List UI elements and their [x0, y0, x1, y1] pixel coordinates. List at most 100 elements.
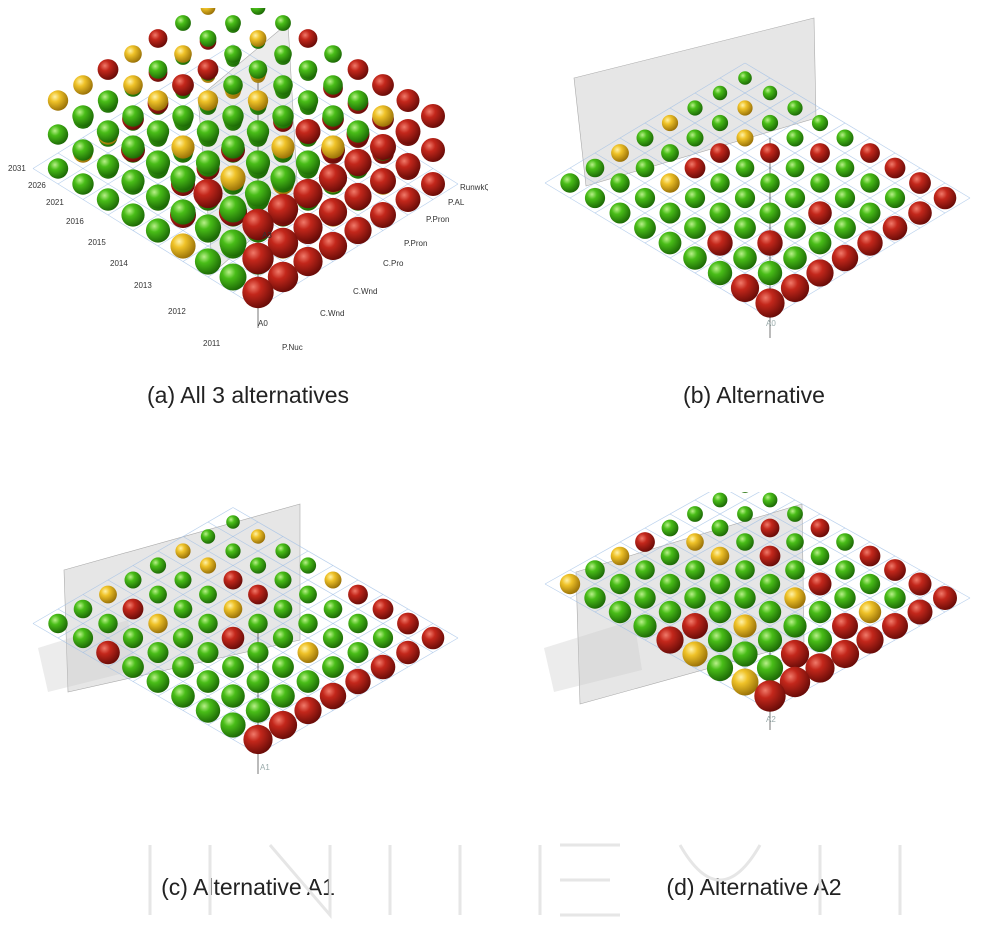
bubble-green: [859, 202, 881, 224]
bubble-red: [882, 215, 908, 241]
bubble-green: [197, 642, 219, 663]
bubble-red: [221, 626, 245, 650]
bubble-green: [172, 105, 194, 127]
bubble-red: [908, 572, 932, 596]
x-tick-labels: 2031 2026 2021 2016 2015 2014 2013 2012 …: [8, 164, 221, 348]
bubble-green: [786, 533, 804, 551]
bubble-red: [707, 230, 733, 256]
panel-c: A1 (c) Alternative A1: [8, 492, 488, 900]
bubble-red: [97, 59, 119, 80]
bubble-green: [73, 599, 93, 619]
chart-a: 2031 2026 2021 2016 2015 2014 2013 2012 …: [8, 8, 488, 352]
bubble-green: [712, 85, 728, 101]
grid-line: [157, 550, 384, 682]
bubble-green: [272, 105, 294, 127]
bubble-green: [610, 173, 630, 193]
bubble-red: [395, 153, 421, 178]
bubble-green: [347, 90, 369, 111]
bubble-red: [421, 138, 445, 162]
bubble-green: [121, 135, 145, 159]
bubble-red: [759, 545, 781, 567]
grid-line: [569, 167, 796, 304]
bubble-yellow: [123, 75, 143, 95]
bubble-green: [199, 585, 217, 604]
bubble-red: [830, 639, 860, 669]
bubble-red: [293, 212, 323, 243]
bubble-red: [395, 119, 421, 144]
bubble-green: [195, 698, 221, 723]
bubble-green: [275, 15, 291, 31]
bubble-red: [760, 518, 780, 538]
chart-c: A1: [32, 503, 459, 774]
grid-line: [232, 507, 459, 639]
bubble-yellow: [559, 573, 581, 595]
bubble-green: [735, 560, 755, 580]
bubble-green: [146, 120, 170, 143]
grid-line: [669, 513, 896, 641]
bubble-red: [933, 586, 957, 610]
grid-line: [32, 168, 259, 309]
bubble-red: [808, 201, 832, 225]
bubble-green: [684, 587, 706, 609]
bubble-yellow: [174, 45, 192, 63]
bubble-green: [220, 712, 246, 738]
bubble-green: [584, 187, 606, 209]
bubble-green: [145, 184, 171, 209]
bubble-red: [372, 74, 394, 96]
x-tick: 2016: [66, 217, 84, 226]
bubble-green: [834, 217, 856, 239]
bubble-yellow: [220, 165, 246, 191]
bubble-green: [658, 600, 682, 624]
bubble-green: [635, 158, 655, 178]
bubble-red: [831, 244, 859, 272]
bubble-red: [293, 246, 323, 277]
grid-line: [232, 44, 459, 185]
bubble-red: [395, 187, 421, 212]
bubble-green: [784, 217, 806, 239]
x-tick: 2021: [46, 198, 64, 207]
bubble-green: [248, 60, 268, 79]
bubble-green: [219, 195, 247, 223]
bubble-green: [222, 656, 244, 678]
bubble-red: [396, 89, 420, 112]
bubble-red: [242, 208, 274, 241]
bubble-green: [274, 571, 292, 589]
bubble-green: [199, 30, 217, 47]
bubble-green: [173, 599, 193, 619]
bubble-green: [635, 560, 655, 580]
bubble-green: [709, 573, 731, 595]
bubble-green: [609, 573, 631, 595]
bubble-green: [72, 105, 94, 127]
bubble-green: [658, 231, 682, 255]
bubble-green: [734, 217, 756, 239]
bubble-red: [757, 230, 783, 256]
bubble-red: [318, 231, 348, 261]
bubble-yellow: [736, 129, 754, 147]
bubble-green: [585, 158, 605, 178]
bubble-yellow: [99, 585, 117, 604]
bubble-green: [225, 15, 241, 31]
bubble-green: [171, 684, 195, 708]
grid-line: [694, 92, 921, 229]
bubble-green: [48, 613, 68, 634]
bubble-red: [857, 230, 883, 256]
bubble-red: [859, 545, 881, 567]
bubble-green: [710, 173, 730, 193]
bubble-red: [884, 157, 906, 179]
bubble-green: [221, 684, 245, 708]
bubble-green: [835, 560, 855, 580]
bubble-red: [242, 276, 274, 309]
bubble-green: [686, 129, 704, 147]
bubble-green: [323, 75, 343, 95]
bubble-green: [741, 492, 749, 493]
bubble-red: [122, 598, 144, 620]
bubble-green: [298, 613, 318, 634]
bubble-green: [687, 100, 703, 116]
bubble-yellow: [250, 529, 266, 544]
x-tick: 2014: [110, 259, 128, 268]
bubble-green: [660, 546, 680, 566]
bubble-green: [783, 246, 807, 270]
bubble-red: [370, 202, 396, 228]
bubble-green: [734, 587, 756, 609]
bubble-green: [684, 187, 706, 209]
